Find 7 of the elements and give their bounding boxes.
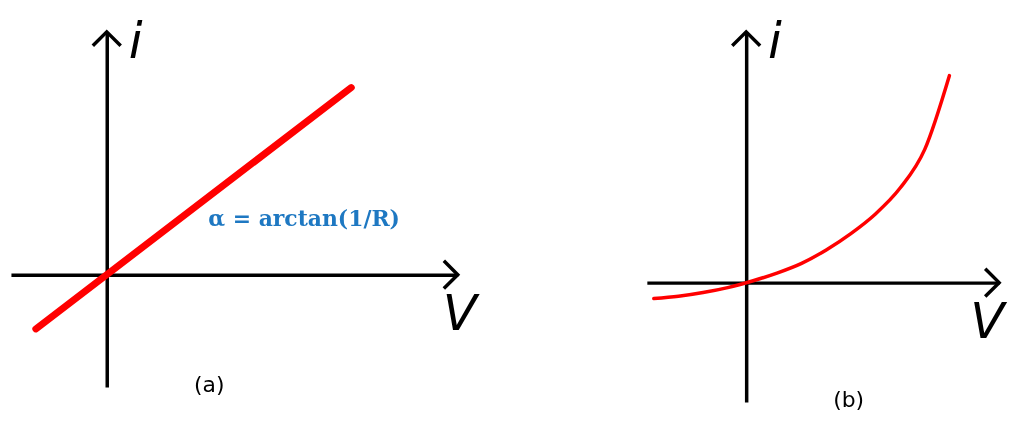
text: (b) xyxy=(833,387,865,413)
x-axis-title: V xyxy=(442,284,480,343)
annotation: α = arctan(1/R) xyxy=(208,204,400,231)
text: (a) xyxy=(194,372,225,398)
x-axis-title: V xyxy=(970,292,1008,351)
y-axis-title: i xyxy=(768,11,783,70)
y-axis-title: i xyxy=(128,11,143,70)
